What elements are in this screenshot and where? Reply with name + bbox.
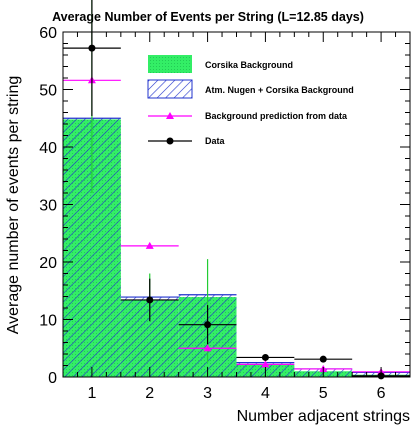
x-axis-label: Number adjacent strings	[237, 408, 410, 425]
x-tick-label: 1	[87, 385, 96, 402]
y-tick-label: 60	[39, 25, 57, 42]
x-tick-label: 2	[145, 385, 154, 402]
x-tick-label: 6	[377, 385, 386, 402]
prediction-marker	[261, 360, 270, 368]
x-tick-label: 5	[319, 385, 328, 402]
y-tick-label: 0	[48, 370, 57, 387]
legend-marker-data	[166, 137, 174, 145]
x-tick-labels: 1 2 3 4 5 6	[87, 385, 385, 402]
y-tick-label: 10	[39, 313, 57, 330]
x-tick-label: 4	[261, 385, 270, 402]
legend-label-corsika: Corsika Background	[205, 60, 293, 70]
y-tick-label: 30	[39, 198, 57, 215]
data-point	[88, 44, 96, 52]
legend-label-prediction: Background prediction from data	[205, 111, 348, 121]
data-point	[204, 321, 212, 329]
y-axis-label: Average number of events per string	[5, 76, 22, 335]
x-tick-label: 3	[203, 385, 212, 402]
y-tick-label: 50	[39, 83, 57, 100]
legend: Corsika Background Atm. Nugen + Corsika …	[147, 55, 354, 146]
y-tick-label: 20	[39, 255, 57, 272]
data-point	[146, 296, 154, 304]
y-tick-label: 40	[39, 140, 57, 157]
axes	[62, 31, 411, 378]
prediction-marker	[203, 344, 212, 352]
data-point	[319, 355, 327, 363]
legend-label-nugen: Atm. Nugen + Corsika Background	[205, 85, 354, 95]
legend-swatch-corsika	[148, 55, 192, 73]
data-point	[261, 353, 269, 361]
prediction-marker	[145, 241, 154, 249]
legend-marker-prediction	[166, 112, 174, 119]
legend-label-data: Data	[205, 136, 226, 146]
legend-swatch-nugen	[147, 79, 193, 99]
chart-title: Average Number of Events per String (L=1…	[52, 10, 364, 24]
y-tick-labels: 0 10 20 30 40 50 60	[39, 25, 57, 387]
